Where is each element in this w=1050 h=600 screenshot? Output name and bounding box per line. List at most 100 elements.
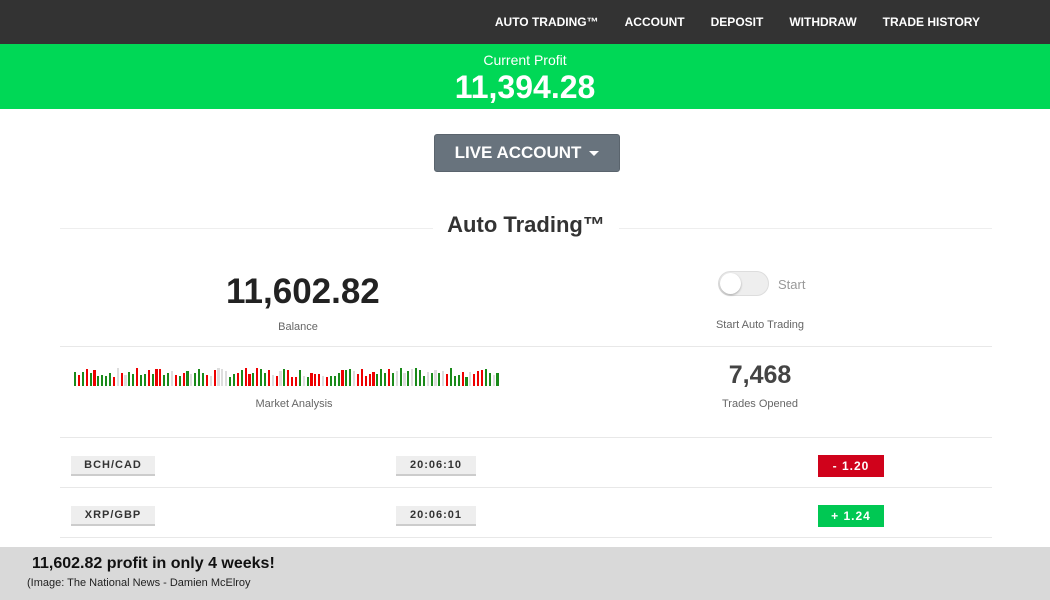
- market-bar: [356, 373, 360, 386]
- account-label: LIVE ACCOUNT: [454, 143, 582, 162]
- market-bar: [391, 372, 394, 386]
- pair-badge: XRP/GBP: [71, 506, 155, 526]
- market-bar: [418, 369, 422, 386]
- nav-auto-trading[interactable]: AUTO TRADING™: [494, 15, 599, 29]
- market-bar: [380, 368, 383, 386]
- market-bar: [97, 376, 100, 386]
- auto-trading-label: Start Auto Trading: [715, 319, 805, 331]
- top-nav: AUTO TRADING™ ACCOUNT DEPOSIT WITHDRAW T…: [0, 0, 1050, 44]
- market-bar: [213, 370, 216, 386]
- market-bar: [128, 372, 131, 386]
- market-bar: [341, 370, 344, 386]
- market-bar: [399, 368, 402, 386]
- market-bar: [287, 369, 290, 386]
- market-bar: [322, 375, 325, 386]
- section-title-text: Auto Trading™: [433, 212, 619, 237]
- market-bar: [124, 375, 127, 386]
- market-bar: [275, 375, 278, 386]
- market-bar: [159, 369, 162, 386]
- nav-withdraw[interactable]: WITHDRAW: [789, 15, 857, 29]
- market-bar: [74, 371, 77, 386]
- market-bar: [217, 368, 220, 386]
- market-bar: [415, 368, 418, 386]
- nav-deposit[interactable]: DEPOSIT: [710, 15, 764, 29]
- market-bar: [167, 373, 170, 386]
- market-bar: [473, 373, 476, 386]
- market-bar: [112, 376, 115, 386]
- market-bar: [116, 368, 119, 386]
- market-bar: [283, 369, 286, 386]
- market-bar: [349, 368, 352, 386]
- market-bar: [318, 374, 321, 386]
- market-bar: [442, 370, 445, 386]
- market-bar: [426, 372, 429, 386]
- market-bar: [465, 376, 468, 386]
- market-bar: [85, 369, 88, 386]
- market-bar: [105, 375, 108, 386]
- market-label: Market Analysis: [255, 398, 333, 410]
- market-bar: [190, 374, 193, 386]
- trades-label: Trades Opened: [721, 398, 799, 410]
- nav-account[interactable]: ACCOUNT: [624, 15, 685, 29]
- market-bar: [225, 371, 228, 386]
- market-bar: [108, 372, 112, 386]
- change-badge: + 1.24: [818, 505, 884, 527]
- market-bar: [291, 376, 294, 386]
- caption-headline: 11,602.82 profit in only 4 weeks!: [32, 555, 275, 572]
- image-caption: 11,602.82 profit in only 4 weeks! (Image…: [0, 547, 1050, 600]
- divider: [60, 487, 992, 488]
- market-bar: [407, 370, 410, 386]
- market-bar: [263, 372, 267, 386]
- change-badge: - 1.20: [818, 455, 884, 477]
- toggle-label: Start: [778, 277, 806, 292]
- market-bar: [260, 369, 263, 386]
- nav-trade-history[interactable]: TRADE HISTORY: [882, 15, 980, 29]
- pair-badge: BCH/CAD: [71, 456, 155, 476]
- market-bar: [488, 373, 491, 386]
- time-badge: 20:06:10: [396, 456, 476, 476]
- market-bar: [136, 368, 139, 386]
- market-bar: [395, 370, 398, 386]
- market-bar: [434, 369, 437, 386]
- market-bar: [248, 373, 251, 386]
- auto-trading-toggle[interactable]: [718, 271, 769, 296]
- market-bar: [132, 374, 135, 386]
- market-bar: [411, 368, 414, 386]
- market-bar: [170, 371, 174, 386]
- market-bar: [453, 375, 456, 386]
- market-bar: [403, 373, 406, 386]
- divider: [60, 537, 992, 538]
- market-bar: [147, 370, 150, 386]
- market-bar: [120, 373, 123, 386]
- market-bar: [310, 372, 313, 386]
- market-bar: [345, 370, 348, 386]
- toggle-knob: [720, 273, 741, 294]
- market-bar: [469, 372, 472, 386]
- market-bar: [221, 369, 224, 386]
- market-bar: [229, 376, 232, 386]
- live-account-dropdown[interactable]: LIVE ACCOUNT: [434, 134, 620, 172]
- caret-down-icon: [589, 150, 600, 156]
- divider: [60, 346, 992, 347]
- market-bar: [430, 373, 433, 386]
- market-bar: [155, 368, 158, 386]
- market-bar: [298, 369, 301, 386]
- market-bar: [205, 374, 208, 386]
- market-bar: [198, 369, 201, 386]
- profit-value: 11,394.28: [454, 69, 596, 105]
- market-bar: [174, 375, 177, 386]
- balance-label: Balance: [278, 321, 318, 333]
- market-bar: [368, 374, 371, 386]
- market-bar: [77, 374, 81, 386]
- market-bar: [480, 370, 484, 386]
- market-bar: [93, 369, 96, 386]
- market-analysis-bars: [74, 368, 519, 386]
- section-title: Auto Trading™: [60, 212, 992, 238]
- market-bar: [89, 373, 92, 386]
- market-bar: [101, 374, 104, 386]
- market-bar: [461, 372, 464, 386]
- market-bar: [364, 376, 367, 386]
- market-bar: [267, 369, 270, 386]
- market-bar: [496, 373, 499, 386]
- market-bar: [438, 373, 441, 386]
